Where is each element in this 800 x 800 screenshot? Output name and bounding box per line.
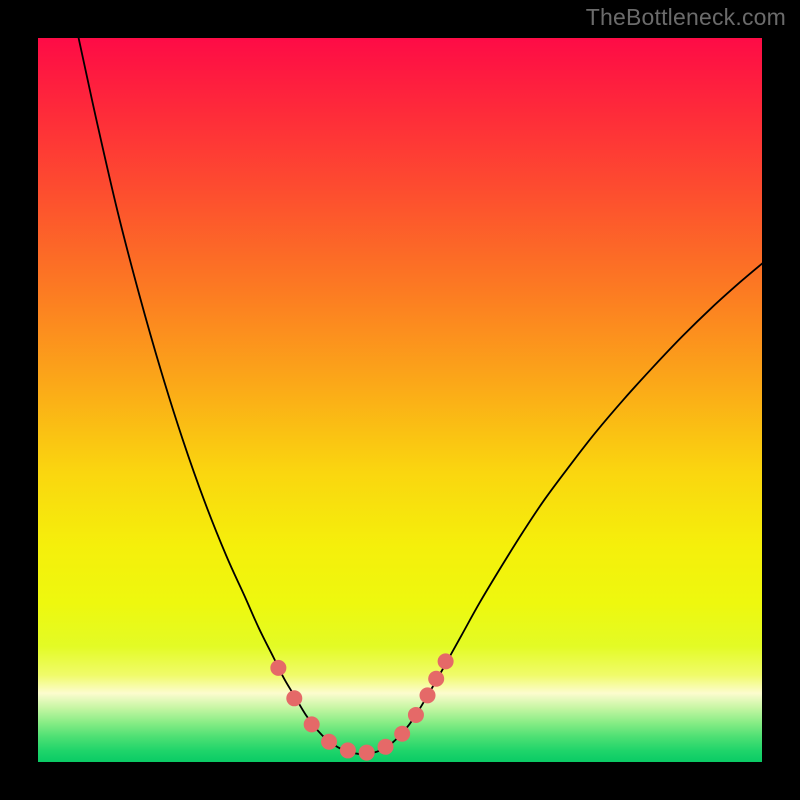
data-marker [304,716,320,732]
data-marker [420,687,436,703]
data-marker [428,671,444,687]
plot-background [38,38,762,762]
figure-root: TheBottleneck.com [0,0,800,800]
watermark-text: TheBottleneck.com [586,4,786,31]
data-marker [378,739,394,755]
data-marker [408,707,424,723]
data-marker [394,726,410,742]
data-marker [438,653,454,669]
data-marker [359,745,375,761]
bottleneck-chart [0,0,800,800]
data-marker [286,690,302,706]
data-marker [340,742,356,758]
data-marker [321,734,337,750]
data-marker [270,660,286,676]
